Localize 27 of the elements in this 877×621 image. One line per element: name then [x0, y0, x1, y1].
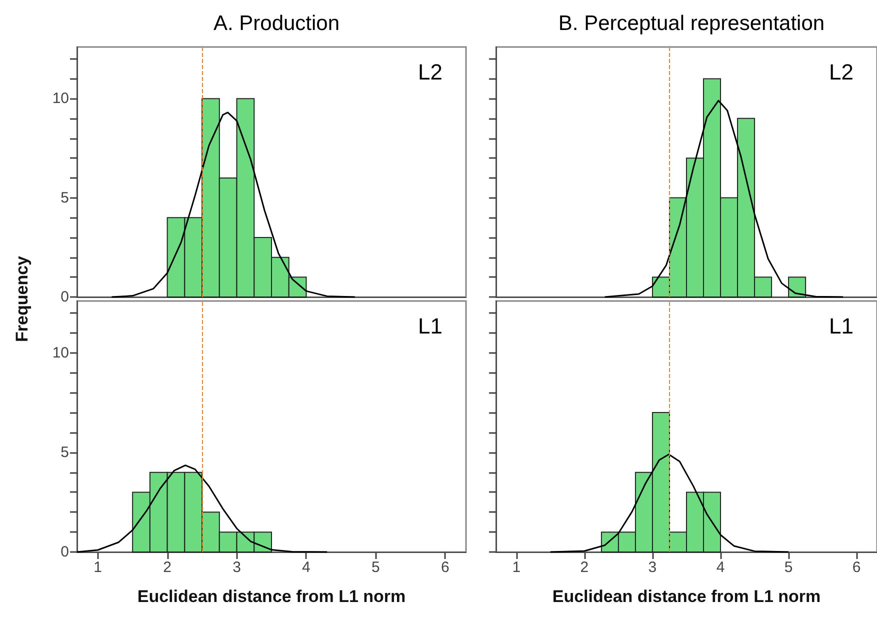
annotation: L2	[418, 60, 442, 84]
x-tick-label: 5	[784, 559, 793, 576]
x-tick-label: 6	[440, 559, 450, 576]
x-tick-label: 3	[232, 559, 241, 576]
annotation: L1	[418, 314, 442, 338]
x-tick-label: 4	[302, 559, 310, 576]
x-axis-title: Euclidean distance from L1 norm	[552, 587, 821, 606]
x-tick-label: 4	[716, 559, 725, 576]
y-axis-title: Frequency	[12, 255, 32, 342]
x-tick-label: 2	[163, 559, 172, 576]
x-tick-label: 1	[512, 559, 521, 576]
chart-title: A. Production	[213, 12, 340, 35]
chart-title: B. Perceptual representation	[558, 12, 825, 35]
annotation: L2	[829, 60, 854, 84]
x-tick-label: 6	[852, 559, 861, 576]
x-tick-label: 5	[372, 559, 380, 576]
y-tick-label: 0	[60, 544, 69, 560]
annotation: L1	[829, 314, 854, 338]
y-tick-label: 10	[52, 344, 69, 362]
y-tick-label: 10	[52, 90, 69, 108]
y-tick-label: 5	[60, 444, 69, 461]
x-tick-label: 2	[580, 559, 589, 576]
y-tick-label: 5	[60, 189, 69, 206]
x-axis-title: Euclidean distance from L1 norm	[137, 587, 406, 606]
x-tick-label: 1	[94, 559, 102, 576]
y-tick-label: 0	[60, 288, 69, 306]
x-tick-label: 3	[648, 559, 657, 576]
